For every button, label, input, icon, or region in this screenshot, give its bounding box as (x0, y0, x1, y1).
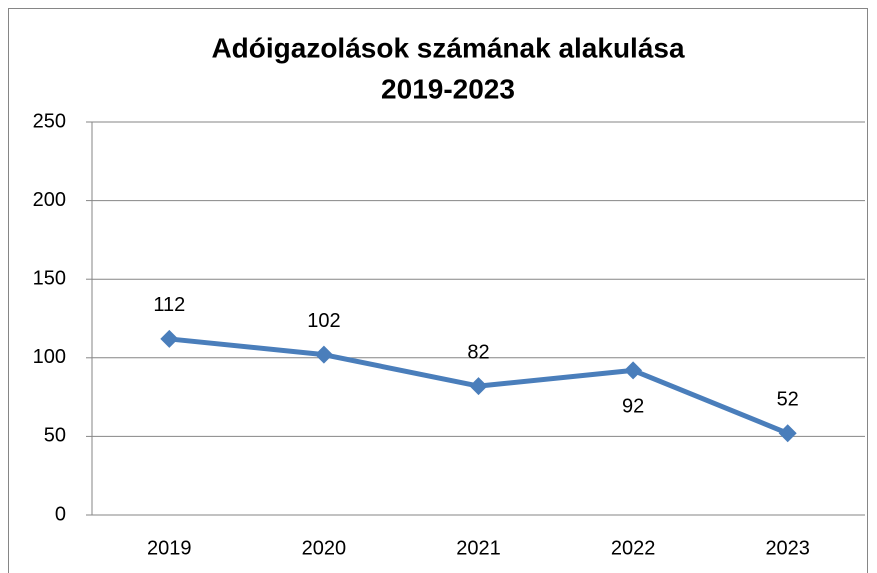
data-marker (778, 424, 797, 443)
y-tick-label: 250 (33, 110, 66, 132)
x-tick-label: 2020 (302, 537, 347, 559)
y-tick-label: 100 (33, 346, 66, 368)
data-marker (160, 329, 179, 348)
data-label: 52 (777, 389, 799, 411)
data-marker (314, 345, 333, 364)
data-label: 112 (153, 294, 185, 316)
data-marker (469, 377, 488, 396)
chart-title: 2019-2023 (381, 73, 515, 104)
chart-frame (8, 8, 868, 573)
y-tick-label: 200 (33, 189, 66, 211)
data-label: 82 (467, 341, 489, 363)
y-tick-label: 150 (33, 267, 66, 289)
x-tick-label: 2019 (147, 537, 192, 559)
data-label: 92 (622, 396, 644, 418)
data-label: 102 (307, 310, 340, 332)
chart-title: Adóigazolások számának alakulása (211, 32, 685, 63)
x-tick-label: 2021 (456, 537, 501, 559)
data-marker (624, 361, 643, 380)
x-tick-label: 2023 (765, 537, 810, 559)
y-tick-label: 0 (55, 503, 66, 525)
x-tick-label: 2022 (611, 537, 656, 559)
y-tick-label: 50 (44, 425, 66, 447)
